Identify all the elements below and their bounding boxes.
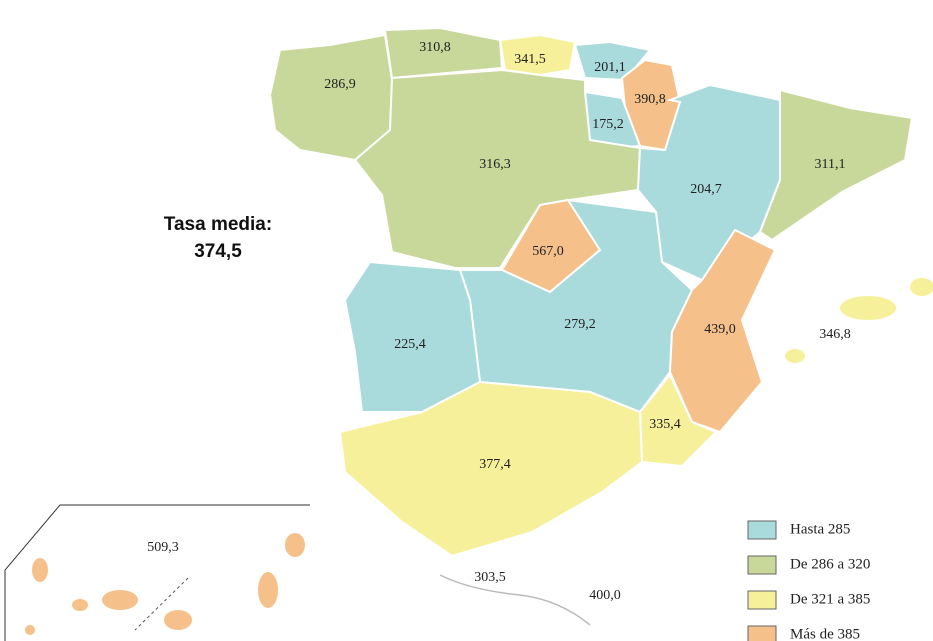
region <box>268 33 394 162</box>
region-label: 303,5 <box>474 570 506 585</box>
island <box>102 590 138 610</box>
region-label: 439,0 <box>704 322 736 337</box>
region-label: 316,3 <box>479 157 511 172</box>
legend-swatch <box>747 625 777 641</box>
region <box>338 380 644 558</box>
region-label: 400,0 <box>589 588 621 603</box>
region-label: 390,8 <box>634 92 666 107</box>
region-label: 279,2 <box>564 317 596 332</box>
region-label: 201,1 <box>594 60 626 75</box>
title: Tasa media: <box>164 214 272 235</box>
region-label: 225,4 <box>394 337 426 352</box>
island <box>840 296 896 320</box>
legend-swatch <box>747 555 777 575</box>
island <box>785 349 805 363</box>
region-label: 341,5 <box>514 52 546 67</box>
canarias-inset-frame <box>4 504 310 641</box>
legend-label: Hasta 285 <box>790 521 850 537</box>
legend-label: De 321 a 385 <box>790 591 870 607</box>
legend-label: Más de 385 <box>790 626 860 641</box>
region <box>758 88 914 242</box>
island <box>164 610 192 630</box>
coastline <box>439 574 591 626</box>
island <box>285 533 305 557</box>
region-label: 509,3 <box>147 540 179 555</box>
island <box>25 625 35 635</box>
inset-divider <box>134 577 189 631</box>
island <box>910 278 933 296</box>
legend-label: De 286 a 320 <box>790 556 870 572</box>
region-label: 286,9 <box>324 77 356 92</box>
region-label: 377,4 <box>479 457 511 472</box>
island <box>32 558 48 582</box>
legend-swatch <box>747 520 777 540</box>
region-label: 204,7 <box>690 182 722 197</box>
region-label: 335,4 <box>649 417 681 432</box>
region-label: 175,2 <box>592 117 624 132</box>
region-label: 311,1 <box>815 157 846 172</box>
title-value: 374,5 <box>194 241 242 262</box>
island <box>72 599 88 611</box>
region-label: 346,8 <box>819 327 851 342</box>
region-label: 567,0 <box>532 244 564 259</box>
region <box>383 26 504 80</box>
legend-swatch <box>747 590 777 610</box>
region-label: 310,8 <box>419 40 451 55</box>
island <box>258 572 278 608</box>
